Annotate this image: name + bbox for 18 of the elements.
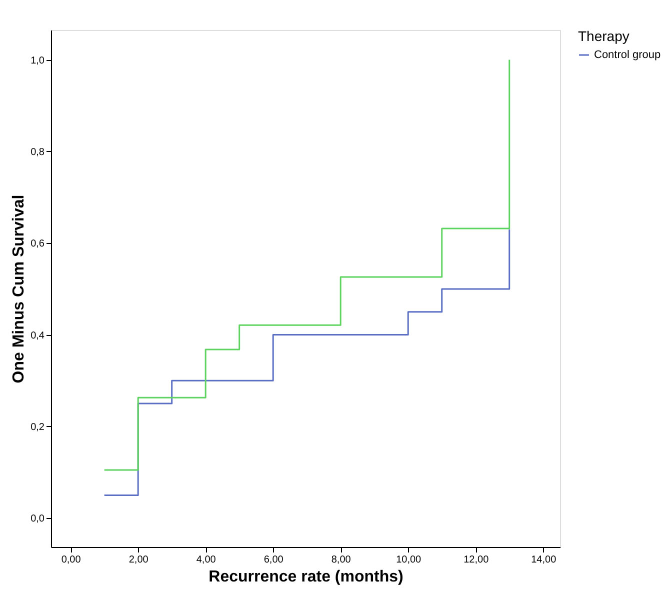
y-tick-label: 1,0 xyxy=(30,55,45,66)
legend-title: Therapy xyxy=(578,28,630,44)
legend-label: Control group xyxy=(594,49,661,61)
y-tick-label: 0,0 xyxy=(30,514,45,525)
x-axis-title: Recurrence rate (months) xyxy=(208,568,404,586)
x-tick-label: 4,00 xyxy=(196,554,216,566)
y-tick-label: 0,6 xyxy=(30,238,45,250)
y-axis-title: One Minus Cum Survival xyxy=(10,194,28,384)
x-tick-label: 14,00 xyxy=(531,554,557,566)
x-tick-label: 0,00 xyxy=(61,554,82,566)
x-tick-label: 6,00 xyxy=(264,554,284,566)
y-tick-label: 0,2 xyxy=(30,422,45,433)
x-tick-label: 2,00 xyxy=(128,554,149,566)
y-tick-label: 0,8 xyxy=(30,146,45,158)
x-tick-label: 8,00 xyxy=(331,554,352,566)
x-tick-label: 12,00 xyxy=(464,554,490,566)
x-tick-label: 10,00 xyxy=(396,554,422,566)
y-tick-label: 0,4 xyxy=(30,330,45,342)
